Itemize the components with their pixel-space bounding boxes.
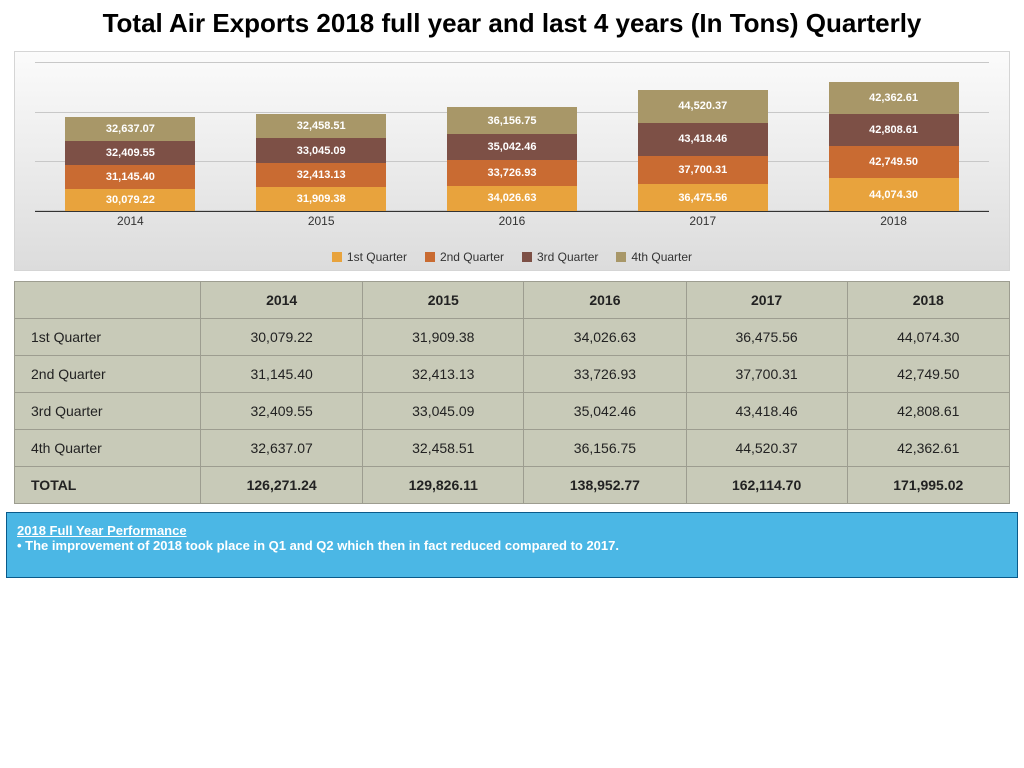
bar-segment: 34,026.63 — [447, 186, 577, 212]
stacked-bar-chart: 30,079.2231,145.4032,409.5532,637.07 31,9… — [14, 51, 1010, 271]
table-total-row: TOTAL126,271.24129,826.11138,952.77162,1… — [15, 467, 1010, 504]
legend-label: 3rd Quarter — [537, 250, 598, 264]
bar-segment: 44,520.37 — [638, 90, 768, 123]
bar-segment: 44,074.30 — [829, 178, 959, 211]
legend-item: 3rd Quarter — [522, 250, 598, 264]
table-cell: 162,114.70 — [686, 467, 847, 504]
table-cell: 33,726.93 — [524, 356, 686, 393]
x-axis-label: 2016 — [447, 214, 577, 228]
bar-segment: 33,045.09 — [256, 138, 386, 163]
bar-segment: 42,749.50 — [829, 146, 959, 178]
legend-swatch — [616, 252, 626, 262]
table-cell: 37,700.31 — [686, 356, 847, 393]
row-label: 4th Quarter — [15, 430, 201, 467]
table-cell: 32,413.13 — [363, 356, 524, 393]
table-cell: 42,362.61 — [847, 430, 1009, 467]
bar-group: 31,909.3832,413.1333,045.0932,458.51 — [256, 114, 386, 211]
table-cell: 129,826.11 — [363, 467, 524, 504]
note-bullet: The improvement of 2018 took place in Q1… — [17, 538, 1007, 553]
x-axis-label: 2014 — [65, 214, 195, 228]
bar-segment: 32,637.07 — [65, 117, 195, 141]
table-cell: 36,475.56 — [686, 319, 847, 356]
table-cell: 30,079.22 — [200, 319, 362, 356]
table-cell: 44,074.30 — [847, 319, 1009, 356]
table-row: 3rd Quarter32,409.5533,045.0935,042.4643… — [15, 393, 1010, 430]
table-cell: 32,637.07 — [200, 430, 362, 467]
table-col-header: 2017 — [686, 282, 847, 319]
legend-label: 1st Quarter — [347, 250, 407, 264]
bar-segment: 43,418.46 — [638, 123, 768, 156]
table-cell: 43,418.46 — [686, 393, 847, 430]
table-row: 2nd Quarter31,145.4032,413.1333,726.9337… — [15, 356, 1010, 393]
bar-segment: 30,079.22 — [65, 189, 195, 212]
x-axis-label: 2018 — [829, 214, 959, 228]
legend-swatch — [425, 252, 435, 262]
bar-segment: 42,808.61 — [829, 114, 959, 146]
bar-group: 36,475.5637,700.3143,418.4644,520.37 — [638, 90, 768, 212]
table-cell: 44,520.37 — [686, 430, 847, 467]
bar-segment: 37,700.31 — [638, 156, 768, 184]
bar-segment: 35,042.46 — [447, 134, 577, 160]
bar-group: 44,074.3042,749.5042,808.6142,362.61 — [829, 82, 959, 211]
data-table: 2014 2015 2016 2017 2018 1st Quarter30,0… — [14, 281, 1010, 504]
table-cell: 42,808.61 — [847, 393, 1009, 430]
legend-swatch — [332, 252, 342, 262]
bar-group: 34,026.6333,726.9335,042.4636,156.75 — [447, 107, 577, 211]
table-cell: 42,749.50 — [847, 356, 1009, 393]
bar-segment: 31,145.40 — [65, 165, 195, 188]
chart-legend: 1st Quarter 2nd Quarter 3rd Quarter 4th Qua… — [15, 250, 1009, 264]
x-axis-label: 2015 — [256, 214, 386, 228]
row-label: 2nd Quarter — [15, 356, 201, 393]
table-cell: 32,458.51 — [363, 430, 524, 467]
table-cell: 34,026.63 — [524, 319, 686, 356]
bar-segment: 32,409.55 — [65, 141, 195, 165]
bar-segment: 32,458.51 — [256, 114, 386, 138]
table-cell: 33,045.09 — [363, 393, 524, 430]
x-axis-label: 2017 — [638, 214, 768, 228]
row-label: TOTAL — [15, 467, 201, 504]
bar-group: 30,079.2231,145.4032,409.5532,637.07 — [65, 117, 195, 212]
bar-segment: 33,726.93 — [447, 160, 577, 185]
table-cell: 31,145.40 — [200, 356, 362, 393]
legend-label: 4th Quarter — [631, 250, 692, 264]
bar-segment: 32,413.13 — [256, 163, 386, 187]
table-cell: 36,156.75 — [524, 430, 686, 467]
note-title: 2018 Full Year Performance — [17, 523, 1007, 538]
page-title: Total Air Exports 2018 full year and las… — [0, 0, 1024, 43]
chart-x-labels: 2014 2015 2016 2017 2018 — [35, 214, 989, 228]
table-cell: 171,995.02 — [847, 467, 1009, 504]
table-cell: 138,952.77 — [524, 467, 686, 504]
performance-note: 2018 Full Year Performance The improveme… — [6, 512, 1018, 578]
table-row: 1st Quarter30,079.2231,909.3834,026.6336… — [15, 319, 1010, 356]
legend-item: 4th Quarter — [616, 250, 692, 264]
table-cell: 35,042.46 — [524, 393, 686, 430]
row-label: 3rd Quarter — [15, 393, 201, 430]
table-col-header: 2014 — [200, 282, 362, 319]
row-label: 1st Quarter — [15, 319, 201, 356]
table-cell: 126,271.24 — [200, 467, 362, 504]
bar-segment: 42,362.61 — [829, 82, 959, 114]
legend-label: 2nd Quarter — [440, 250, 504, 264]
legend-item: 2nd Quarter — [425, 250, 504, 264]
table-cell: 31,909.38 — [363, 319, 524, 356]
table-col-header: 2016 — [524, 282, 686, 319]
table-col-header: 2018 — [847, 282, 1009, 319]
table-corner — [15, 282, 201, 319]
table-header-row: 2014 2015 2016 2017 2018 — [15, 282, 1010, 319]
legend-item: 1st Quarter — [332, 250, 407, 264]
bar-segment: 31,909.38 — [256, 187, 386, 211]
table-cell: 32,409.55 — [200, 393, 362, 430]
legend-swatch — [522, 252, 532, 262]
table-row: 4th Quarter32,637.0732,458.5136,156.7544… — [15, 430, 1010, 467]
bar-segment: 36,156.75 — [447, 107, 577, 134]
bar-segment: 36,475.56 — [638, 184, 768, 211]
chart-plot-area: 30,079.2231,145.4032,409.5532,637.07 31,9… — [35, 62, 989, 212]
table-col-header: 2015 — [363, 282, 524, 319]
chart-bars: 30,079.2231,145.4032,409.5532,637.07 31,9… — [35, 62, 989, 211]
